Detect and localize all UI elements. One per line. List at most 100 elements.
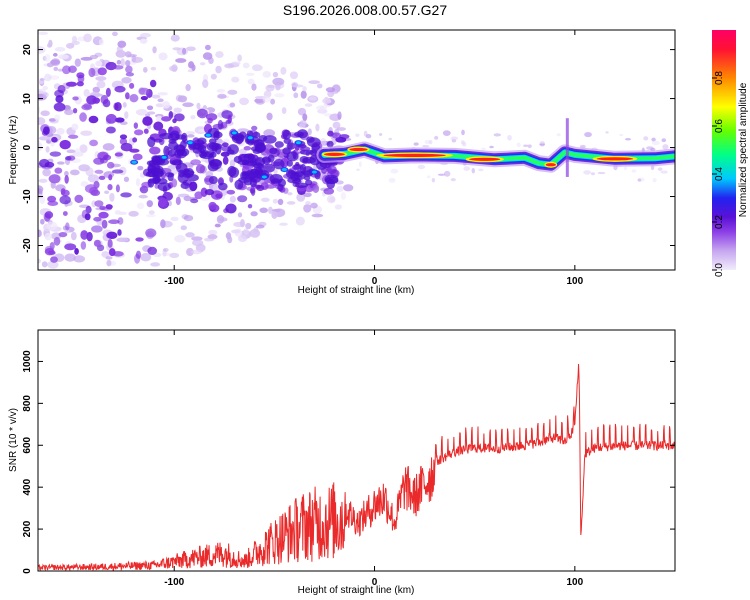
spectrogram-cell [471, 167, 475, 174]
spectrogram-cell [153, 121, 164, 131]
spectrogram-cell [58, 54, 69, 60]
spectrogram-cell [286, 201, 296, 205]
spectrogram-cell [556, 133, 561, 137]
spectrogram-cell [77, 74, 85, 83]
spectrogram-cell [93, 216, 102, 222]
y-tick-label: 600 [22, 436, 33, 453]
spectrogram-cell [280, 66, 287, 75]
spectrogram-cell [117, 40, 127, 48]
spectrogram-peak [383, 153, 446, 157]
spectrogram-cell [104, 190, 110, 195]
spectrogram-cell [242, 62, 250, 69]
spectrogram-cell [38, 106, 41, 115]
spectrogram-cell [54, 47, 66, 52]
spectrogram-cell [358, 161, 362, 168]
spectrogram-cell [173, 107, 182, 113]
spectrogram-cell [324, 174, 339, 184]
spectrogram-cell [116, 59, 122, 65]
colorbar: 0.0 0.2 0.4 0.6 0.8 Normalized spectral ampl… [712, 30, 749, 277]
spectrogram-cell [108, 219, 120, 225]
spectrogram-cell [143, 128, 149, 134]
x-tick-label: 0 [372, 276, 378, 287]
spectrogram-cell [295, 216, 305, 226]
spectrogram-cell [140, 96, 148, 101]
spectrogram-cell [187, 141, 193, 145]
spectrogram-cell [48, 39, 53, 48]
spectrogram-cell [42, 85, 48, 91]
spectrogram-cell [47, 200, 59, 206]
spectrogram-cell [277, 178, 287, 187]
spectrogram-cell [199, 62, 206, 66]
y-tick-label: -10 [22, 189, 33, 204]
spectrogram-cell [657, 167, 663, 171]
snr-plot-area [38, 363, 675, 571]
spectrogram-cell [643, 136, 649, 141]
spectrogram-cell [95, 60, 103, 67]
spectrogram-cell [44, 211, 54, 219]
spectrogram-cell [583, 170, 592, 175]
spectrogram-cell [93, 180, 100, 189]
spectrogram-cell [310, 202, 318, 209]
spectrogram-cell [71, 123, 79, 131]
spectrogram-cell [229, 195, 237, 203]
spectrogram-cell [190, 115, 196, 120]
spectrogram-cell [135, 237, 144, 242]
spectrogram-cell [262, 135, 277, 144]
snr-y-label: SNR (10 * v/v) [8, 408, 19, 472]
spectrogram-cell [218, 182, 228, 191]
spectrogram-cell [652, 178, 657, 183]
spectrogram-cell [150, 66, 157, 71]
spectrogram-cell [263, 90, 272, 98]
spectrogram-cell [266, 112, 273, 121]
spectrogram-cell [62, 65, 71, 75]
spectrogram-cell [101, 219, 108, 229]
spectrogram-cell [168, 65, 178, 72]
spectrogram-cell [66, 149, 76, 154]
spectrogram-cell [180, 181, 190, 190]
spectrogram-cell [214, 223, 221, 228]
y-tick-label: 800 [22, 395, 33, 412]
colorbar-tick-label: 0.4 [714, 167, 725, 181]
spectrogram-cell [80, 230, 89, 240]
spectrogram-cell [204, 44, 211, 51]
spectrogram-cell [116, 237, 129, 243]
spectrogram-cell [247, 136, 253, 140]
spectrogram-y-label: Frequency (Hz) [8, 116, 19, 185]
spectrogram-cell [120, 58, 125, 67]
spectrogram-cell [337, 111, 342, 120]
spectrogram-cell [251, 125, 258, 131]
spectrogram-cell [245, 222, 252, 230]
spectrogram-cell [149, 146, 161, 155]
spectrogram-cell [210, 73, 217, 80]
y-tick-label: 10 [22, 93, 33, 105]
spectrogram-cell [137, 165, 144, 171]
spectrogram-cell [249, 228, 261, 238]
spectrogram-cell [56, 127, 65, 135]
spectrogram-cell [277, 198, 284, 206]
spectrogram-cell [122, 101, 127, 108]
spectrogram-cell [205, 113, 218, 121]
spectrogram-cell [59, 139, 71, 150]
spectrogram-cell [149, 79, 157, 88]
spectrogram-cell [273, 159, 285, 170]
spectrogram-cell [159, 132, 173, 140]
snr-series-line [38, 363, 675, 571]
spectrogram-cell [205, 133, 211, 137]
spectrogram-spike [565, 118, 569, 177]
spectrogram-cell [202, 52, 213, 60]
spectrogram-cell [58, 231, 68, 238]
spectrogram-cell [145, 228, 157, 238]
spectrogram-cell [239, 219, 245, 228]
spectrogram-cell [331, 132, 342, 139]
spectrogram-cell [309, 149, 318, 156]
spectrogram-cell [129, 148, 140, 153]
spectrogram-cell [73, 255, 86, 263]
spectrogram-cell [183, 195, 192, 202]
spectrogram-cell [92, 97, 101, 104]
spectrogram-cell [221, 142, 229, 147]
spectrogram-cell [312, 184, 320, 194]
spectrogram-cell [38, 31, 49, 35]
spectrogram-cell [196, 137, 207, 145]
spectrogram-cell [243, 178, 253, 186]
spectrogram-cell [112, 31, 118, 37]
